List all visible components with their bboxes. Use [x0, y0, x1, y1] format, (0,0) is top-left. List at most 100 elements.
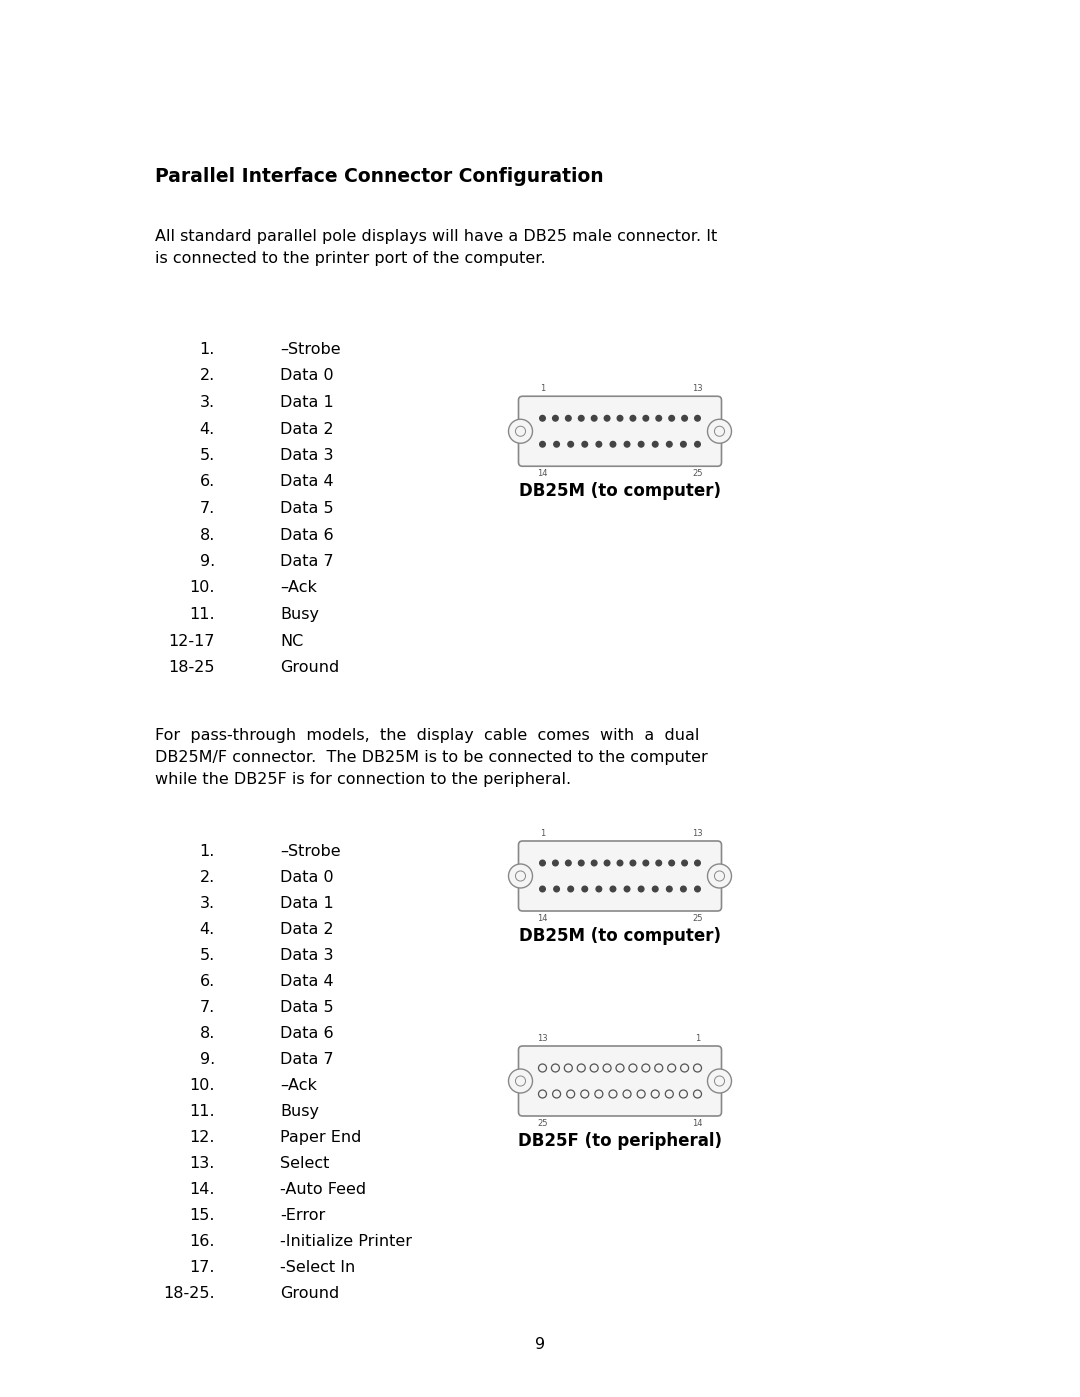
Text: 13.: 13. [190, 1155, 215, 1171]
Text: 14: 14 [537, 914, 548, 923]
Text: while the DB25F is for connection to the peripheral.: while the DB25F is for connection to the… [156, 773, 571, 787]
Circle shape [603, 1065, 611, 1071]
Text: 6.: 6. [200, 974, 215, 989]
Text: 7.: 7. [200, 502, 215, 515]
Text: Ground: Ground [280, 1287, 339, 1301]
Text: –Strobe: –Strobe [280, 342, 340, 358]
Circle shape [693, 1090, 702, 1098]
Text: 2.: 2. [200, 369, 215, 384]
Text: Ground: Ground [280, 659, 339, 675]
Circle shape [582, 441, 588, 447]
Text: Busy: Busy [280, 608, 319, 622]
Text: Busy: Busy [280, 1104, 319, 1119]
Circle shape [624, 441, 630, 447]
Text: 16.: 16. [189, 1234, 215, 1249]
Circle shape [707, 863, 731, 888]
Text: Data 5: Data 5 [280, 502, 334, 515]
Circle shape [638, 441, 644, 447]
Circle shape [609, 1090, 617, 1098]
Circle shape [579, 415, 584, 420]
Circle shape [681, 415, 687, 420]
Text: 4.: 4. [200, 922, 215, 937]
Text: -Select In: -Select In [280, 1260, 355, 1275]
Circle shape [666, 441, 672, 447]
Circle shape [616, 1065, 624, 1071]
Text: DB25M/F connector.  The DB25M is to be connected to the computer: DB25M/F connector. The DB25M is to be co… [156, 750, 707, 766]
Text: 3.: 3. [200, 895, 215, 911]
Circle shape [623, 1090, 631, 1098]
Circle shape [617, 415, 623, 420]
Circle shape [651, 1090, 659, 1098]
Circle shape [568, 441, 573, 447]
Circle shape [694, 415, 700, 420]
Circle shape [540, 415, 545, 420]
Circle shape [553, 1090, 561, 1098]
Circle shape [539, 1090, 546, 1098]
Text: 13: 13 [537, 1034, 548, 1044]
Text: 15.: 15. [189, 1208, 215, 1222]
Text: 4.: 4. [200, 422, 215, 436]
Circle shape [553, 861, 558, 866]
Text: Data 2: Data 2 [280, 922, 334, 937]
Circle shape [643, 861, 649, 866]
Text: Data 2: Data 2 [280, 422, 334, 436]
Text: -Initialize Printer: -Initialize Printer [280, 1234, 411, 1249]
Text: –Strobe: –Strobe [280, 844, 340, 859]
Circle shape [581, 1090, 589, 1098]
Circle shape [680, 441, 686, 447]
Circle shape [637, 1090, 645, 1098]
Circle shape [577, 1065, 585, 1071]
Circle shape [680, 886, 686, 891]
Circle shape [540, 441, 545, 447]
Text: 14: 14 [537, 469, 548, 478]
Text: NC: NC [280, 633, 303, 648]
Circle shape [694, 861, 700, 866]
Circle shape [669, 415, 675, 420]
Text: Data 0: Data 0 [280, 369, 334, 384]
Text: Data 1: Data 1 [280, 895, 334, 911]
Text: 6.: 6. [200, 475, 215, 489]
Circle shape [654, 1065, 663, 1071]
Circle shape [509, 1069, 532, 1092]
Circle shape [515, 426, 526, 436]
Text: 8.: 8. [200, 528, 215, 542]
Text: 12-17: 12-17 [168, 633, 215, 648]
Text: 14: 14 [692, 1119, 703, 1127]
Text: 5.: 5. [200, 949, 215, 963]
Text: 18-25.: 18-25. [163, 1287, 215, 1301]
Circle shape [590, 1065, 598, 1071]
Circle shape [595, 1090, 603, 1098]
Text: 10.: 10. [189, 1078, 215, 1092]
Circle shape [605, 861, 610, 866]
Text: -Auto Feed: -Auto Feed [280, 1182, 366, 1197]
Text: DB25M (to computer): DB25M (to computer) [519, 928, 721, 944]
Text: 7.: 7. [200, 1000, 215, 1016]
Circle shape [715, 426, 725, 436]
Circle shape [592, 861, 597, 866]
Circle shape [539, 1065, 546, 1071]
Circle shape [643, 415, 649, 420]
Text: 12.: 12. [189, 1130, 215, 1146]
Circle shape [652, 886, 658, 891]
Text: DB25M (to computer): DB25M (to computer) [519, 482, 721, 500]
Circle shape [540, 861, 545, 866]
Text: 1.: 1. [200, 844, 215, 859]
Text: Data 5: Data 5 [280, 1000, 334, 1016]
Circle shape [715, 1076, 725, 1085]
Text: 10.: 10. [189, 581, 215, 595]
Circle shape [715, 870, 725, 882]
Circle shape [642, 1065, 650, 1071]
Text: 25: 25 [692, 914, 703, 923]
Text: All standard parallel pole displays will have a DB25 male connector. It
is conne: All standard parallel pole displays will… [156, 229, 717, 267]
Circle shape [652, 441, 658, 447]
Circle shape [679, 1090, 687, 1098]
Circle shape [630, 861, 636, 866]
Text: Select: Select [280, 1155, 329, 1171]
Text: Data 4: Data 4 [280, 974, 334, 989]
Circle shape [515, 870, 526, 882]
Text: –Ack: –Ack [280, 581, 316, 595]
FancyBboxPatch shape [518, 841, 721, 911]
Circle shape [694, 886, 700, 891]
Circle shape [656, 415, 662, 420]
Text: Parallel Interface Connector Configuration: Parallel Interface Connector Configurati… [156, 168, 604, 186]
